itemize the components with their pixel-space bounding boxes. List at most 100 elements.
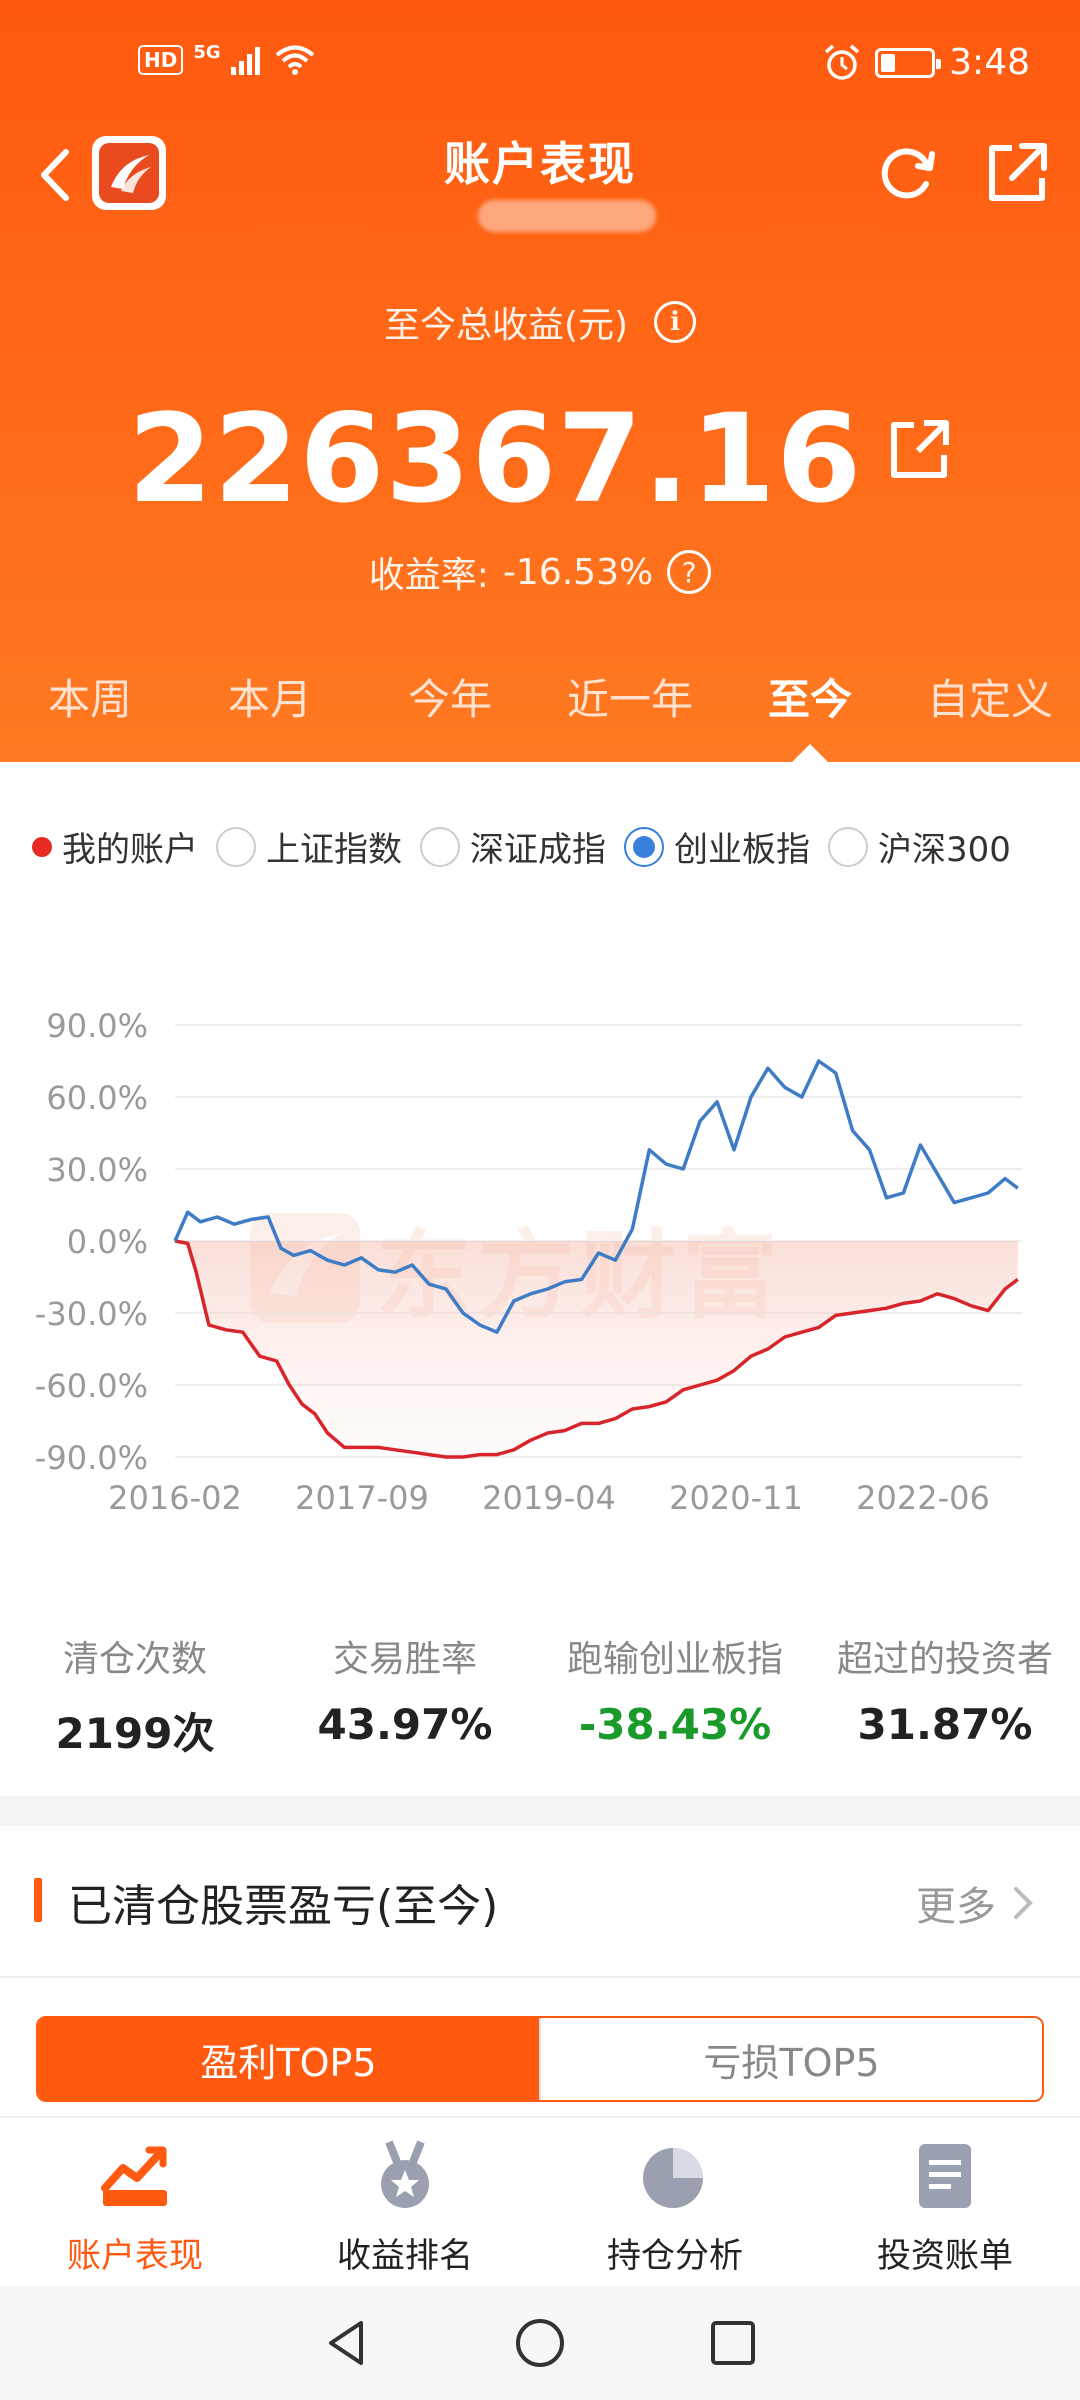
section-title: 已清仓股票盈亏(至今) [68, 1881, 499, 1932]
legend-label: 深证成指 [470, 830, 606, 870]
series-line-my-account [174, 1239, 1019, 1459]
y-tick-label: 0.0% [67, 1223, 148, 1261]
chart-legend: 我的账户 上证指数 深证成指 创业板指 沪深300 [32, 822, 1029, 871]
page-title: 账户表现 [444, 137, 636, 191]
return-rate-label: 收益率: [368, 555, 489, 596]
system-navigation [0, 2286, 1080, 2400]
clock: 3:48 [949, 42, 1030, 83]
stat-label: 清仓次数 [62, 1639, 207, 1680]
tab-year[interactable]: 今年 [407, 675, 492, 724]
stat-value: 31.87% [857, 1700, 1033, 1749]
radio-icon[interactable] [216, 826, 256, 867]
tab-week[interactable]: 本周 [47, 675, 132, 724]
system-home-icon[interactable] [512, 2315, 568, 2371]
help-icon[interactable]: ? [667, 550, 712, 594]
bottom-nav: 账户表现 收益排名 持仓分析 投资账单 [0, 2116, 1080, 2286]
account-area-fill [175, 1241, 1018, 1457]
return-chart: 90.0% 60.0% 30.0% 0.0% -30.0% -60.0% -90.0% 20… [35, 1007, 1022, 1517]
share-icon[interactable] [982, 138, 1052, 208]
stat-value: 43.97% [317, 1700, 493, 1749]
stat-win-rate: 交易胜率 43.97% [270, 1630, 540, 1761]
return-rate-value: -16.53% [502, 551, 654, 593]
legend-shenzhen-index[interactable]: 深证成指 [420, 822, 606, 871]
app-logo-icon [99, 143, 159, 203]
medal-icon [381, 2140, 429, 2208]
total-profit-label: 至今总收益(元) [383, 305, 629, 346]
back-arrow-icon[interactable] [30, 140, 80, 210]
hd-badge: HD [138, 45, 184, 75]
y-tick-label: -30.0% [35, 1295, 148, 1333]
legend-label: 我的账户 [62, 830, 198, 870]
tab-custom[interactable]: 自定义 [926, 675, 1053, 724]
stat-label: 跑输创业板指 [566, 1639, 783, 1680]
nav-label: 持仓分析 [607, 2236, 743, 2276]
battery-icon [875, 47, 942, 78]
y-tick-label: 90.0% [46, 1007, 148, 1045]
alarm-icon [825, 44, 860, 80]
stat-vs-index: 跑输创业板指 -38.43% [540, 1630, 810, 1761]
x-tick-label: 2016-02 [108, 1479, 242, 1517]
total-profit-value: 226367.16 [127, 388, 863, 530]
y-tick-label: -60.0% [35, 1367, 148, 1405]
app-logo [92, 136, 166, 210]
stat-label: 交易胜率 [332, 1639, 477, 1680]
x-tick-label: 2022-06 [856, 1479, 990, 1517]
more-label: 更多 [916, 1884, 996, 1930]
legend-my-account: 我的账户 [32, 822, 198, 871]
tab-last-year[interactable]: 近一年 [566, 675, 693, 724]
radio-checked-icon[interactable] [624, 826, 664, 867]
section-accent-bar [34, 1878, 42, 1922]
more-link[interactable]: 更多 [916, 1874, 1034, 1932]
nav-investment-bill[interactable]: 投资账单 [810, 2118, 1080, 2286]
divider [0, 1976, 1080, 1978]
legend-label: 沪深300 [878, 830, 1011, 870]
series-line-chinext [173, 1059, 1019, 1334]
nav-account-performance[interactable]: 账户表现 [0, 2118, 270, 2286]
legend-label: 上证指数 [266, 830, 402, 870]
radio-icon[interactable] [420, 826, 460, 867]
export-icon[interactable] [888, 417, 952, 481]
nav-label: 投资账单 [877, 2236, 1013, 2276]
system-back-icon[interactable] [319, 2315, 375, 2371]
stat-beat-investors: 超过的投资者 31.87% [810, 1630, 1080, 1761]
x-tick-label: 2020-11 [669, 1479, 803, 1517]
stats-row: 清仓次数 2199次 交易胜率 43.97% 跑输创业板指 -38.43% 超过… [0, 1630, 1080, 1761]
nav-label: 收益排名 [337, 2236, 473, 2276]
stat-label: 超过的投资者 [836, 1639, 1053, 1680]
chevron-right-icon [1014, 1887, 1033, 1919]
legend-shanghai-index[interactable]: 上证指数 [216, 822, 402, 871]
nav-ranking[interactable]: 收益排名 [270, 2118, 540, 2286]
pie-chart-icon [643, 2148, 703, 2208]
loss-top5-button[interactable]: 亏损TOP5 [539, 2018, 1042, 2100]
cleared-stocks-section: 已清仓股票盈亏(至今) 更多 盈利TOP5 亏损TOP5 [0, 1826, 1080, 2116]
legend-label: 创业板指 [674, 830, 810, 870]
status-bar: HD 5G 3:48 [0, 40, 1080, 90]
profit-top5-button[interactable]: 盈利TOP5 [38, 2018, 539, 2100]
stat-value: -38.43% [578, 1700, 772, 1749]
radio-icon[interactable] [828, 826, 868, 867]
legend-chinext-index[interactable]: 创业板指 [624, 822, 810, 871]
red-dot-icon [32, 836, 52, 857]
top5-toggle: 盈利TOP5 亏损TOP5 [36, 2016, 1044, 2102]
redacted-username [478, 200, 656, 232]
tab-to-date[interactable]: 至今 [767, 675, 852, 724]
system-recents-icon[interactable] [705, 2315, 761, 2371]
refresh-icon[interactable] [872, 138, 942, 208]
trend-chart-icon [101, 2146, 167, 2206]
active-tab-pointer [792, 744, 828, 762]
info-icon[interactable]: i [654, 301, 697, 343]
tab-month[interactable]: 本月 [227, 675, 312, 724]
stat-clear-count: 清仓次数 2199次 [0, 1630, 270, 1761]
bill-icon [919, 2144, 971, 2208]
stat-value: 2199次 [55, 1709, 215, 1758]
y-tick-label: 60.0% [46, 1079, 148, 1117]
nav-label: 账户表现 [67, 2236, 203, 2276]
x-tick-label: 2019-04 [482, 1479, 616, 1517]
nav-position-analysis[interactable]: 持仓分析 [540, 2118, 810, 2286]
header: HD 5G 3:48 [0, 0, 1080, 762]
chart-card: 我的账户 上证指数 深证成指 创业板指 沪深300 东方财富 [0, 762, 1080, 1796]
signal-icon [230, 47, 260, 75]
period-tabs: 本周 本月 今年 近一年 至今 自定义 [0, 656, 1080, 736]
y-tick-label: 30.0% [46, 1151, 148, 1189]
legend-csi300-index[interactable]: 沪深300 [828, 822, 1011, 871]
